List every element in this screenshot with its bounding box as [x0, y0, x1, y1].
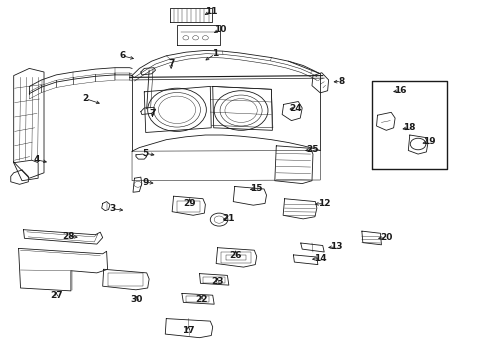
Text: 3: 3	[109, 204, 115, 213]
Text: 17: 17	[182, 326, 194, 335]
Text: 21: 21	[222, 214, 235, 223]
Text: 6: 6	[119, 51, 125, 60]
Text: 23: 23	[211, 277, 224, 286]
Text: 25: 25	[306, 145, 319, 154]
Text: 13: 13	[329, 243, 342, 251]
Text: 1: 1	[212, 49, 218, 58]
Text: 4: 4	[33, 155, 40, 164]
Text: 16: 16	[393, 86, 406, 95]
Text: 11: 11	[204, 7, 217, 16]
Text: 20: 20	[379, 233, 392, 242]
Text: 15: 15	[250, 184, 263, 193]
Text: 24: 24	[289, 104, 302, 112]
Text: 29: 29	[183, 199, 196, 208]
Text: 12: 12	[317, 199, 330, 208]
Text: 7: 7	[149, 109, 156, 118]
Text: 27: 27	[50, 292, 62, 300]
Text: 30: 30	[130, 295, 143, 304]
Text: 8: 8	[338, 77, 344, 86]
Text: 5: 5	[142, 149, 148, 158]
Text: 19: 19	[422, 137, 434, 146]
Text: 2: 2	[82, 94, 88, 103]
Text: 9: 9	[142, 177, 149, 186]
Text: 14: 14	[313, 254, 326, 263]
Text: 10: 10	[213, 25, 226, 34]
Text: 18: 18	[402, 123, 415, 132]
Text: 22: 22	[195, 295, 208, 304]
Text: 7: 7	[167, 59, 174, 68]
Text: 26: 26	[229, 251, 242, 260]
Text: 28: 28	[62, 232, 75, 241]
